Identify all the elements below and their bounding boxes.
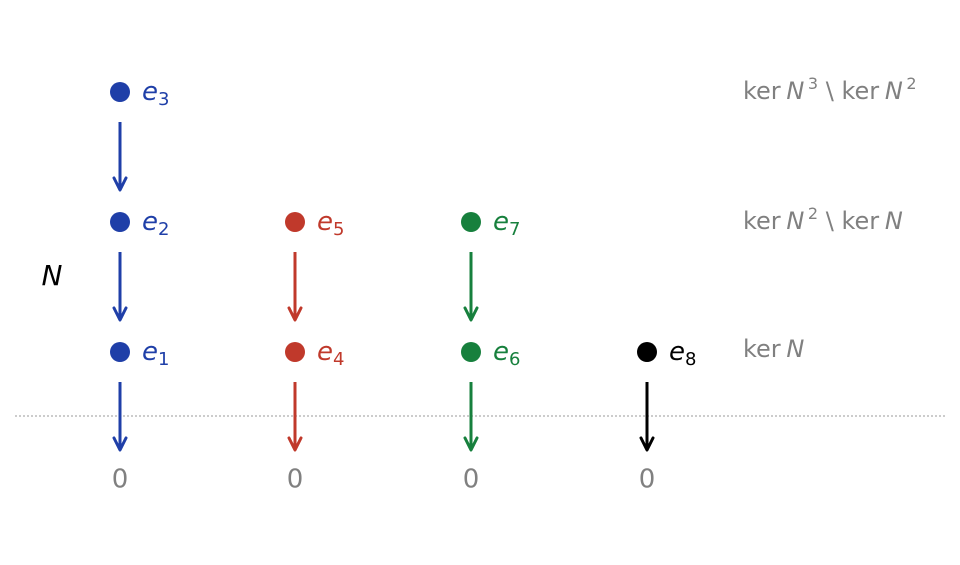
vector-dot xyxy=(110,212,130,232)
vector-dot xyxy=(461,342,481,362)
arrow-head xyxy=(287,436,303,452)
vector-letter: e xyxy=(493,337,509,367)
zero: 0 xyxy=(112,465,129,495)
vector-letter: e xyxy=(142,207,158,237)
vector-letter: e xyxy=(317,207,333,237)
vector-index: 1 xyxy=(158,349,169,370)
vector-dot xyxy=(285,212,305,232)
vector-letter: e xyxy=(669,337,685,367)
arrow-head xyxy=(112,306,128,322)
op: N xyxy=(885,77,903,105)
ker: ker xyxy=(743,207,781,235)
arrow-head xyxy=(639,436,655,452)
level-label: ker N xyxy=(743,335,804,363)
zero: 0 xyxy=(287,465,304,495)
vector-dot xyxy=(110,82,130,102)
vector-label: e2 xyxy=(142,207,169,241)
vector-dot xyxy=(461,212,481,232)
vector-index: 8 xyxy=(685,349,696,370)
power: 2 xyxy=(906,74,916,93)
power: 2 xyxy=(808,204,818,223)
ker: ker xyxy=(743,335,781,363)
vector-label: e3 xyxy=(142,77,169,111)
vector-label: e8 xyxy=(669,337,696,371)
level-label: ker N 2 \ ker N xyxy=(743,199,903,235)
ker: ker xyxy=(841,207,879,235)
vector-letter: e xyxy=(142,337,158,367)
vector-label: e5 xyxy=(317,207,344,241)
vector-label: e6 xyxy=(493,337,520,371)
vector-letter: e xyxy=(493,207,509,237)
vector-dot xyxy=(110,342,130,362)
op: N xyxy=(885,207,903,235)
vector-dot xyxy=(637,342,657,362)
vector-label: e7 xyxy=(493,207,520,241)
arrow-head xyxy=(287,306,303,322)
vector-letter: e xyxy=(317,337,333,367)
zero: 0 xyxy=(463,465,480,495)
power: 3 xyxy=(808,74,818,93)
vector-index: 2 xyxy=(158,219,169,240)
setminus: \ xyxy=(826,77,835,105)
vector-index: 3 xyxy=(158,89,169,110)
arrow-head xyxy=(112,176,128,192)
vector-label: e1 xyxy=(142,337,169,371)
arrow-head xyxy=(112,436,128,452)
zero: 0 xyxy=(639,465,656,495)
vector-index: 6 xyxy=(509,349,520,370)
level-label: ker N 3 \ ker N 2 xyxy=(743,69,917,105)
vector-letter: e xyxy=(142,77,158,107)
ker: ker xyxy=(743,77,781,105)
vector-index: 5 xyxy=(333,219,344,240)
op: N xyxy=(786,207,804,235)
ker: ker xyxy=(841,77,879,105)
op: N xyxy=(786,335,804,363)
vector-label: e4 xyxy=(317,337,344,371)
vector-index: 7 xyxy=(509,219,520,240)
vector-index: 4 xyxy=(333,349,344,370)
map-label: N xyxy=(42,259,63,292)
op: N xyxy=(786,77,804,105)
setminus: \ xyxy=(826,207,835,235)
vector-dot xyxy=(285,342,305,362)
arrow-head xyxy=(463,306,479,322)
arrow-head xyxy=(463,436,479,452)
